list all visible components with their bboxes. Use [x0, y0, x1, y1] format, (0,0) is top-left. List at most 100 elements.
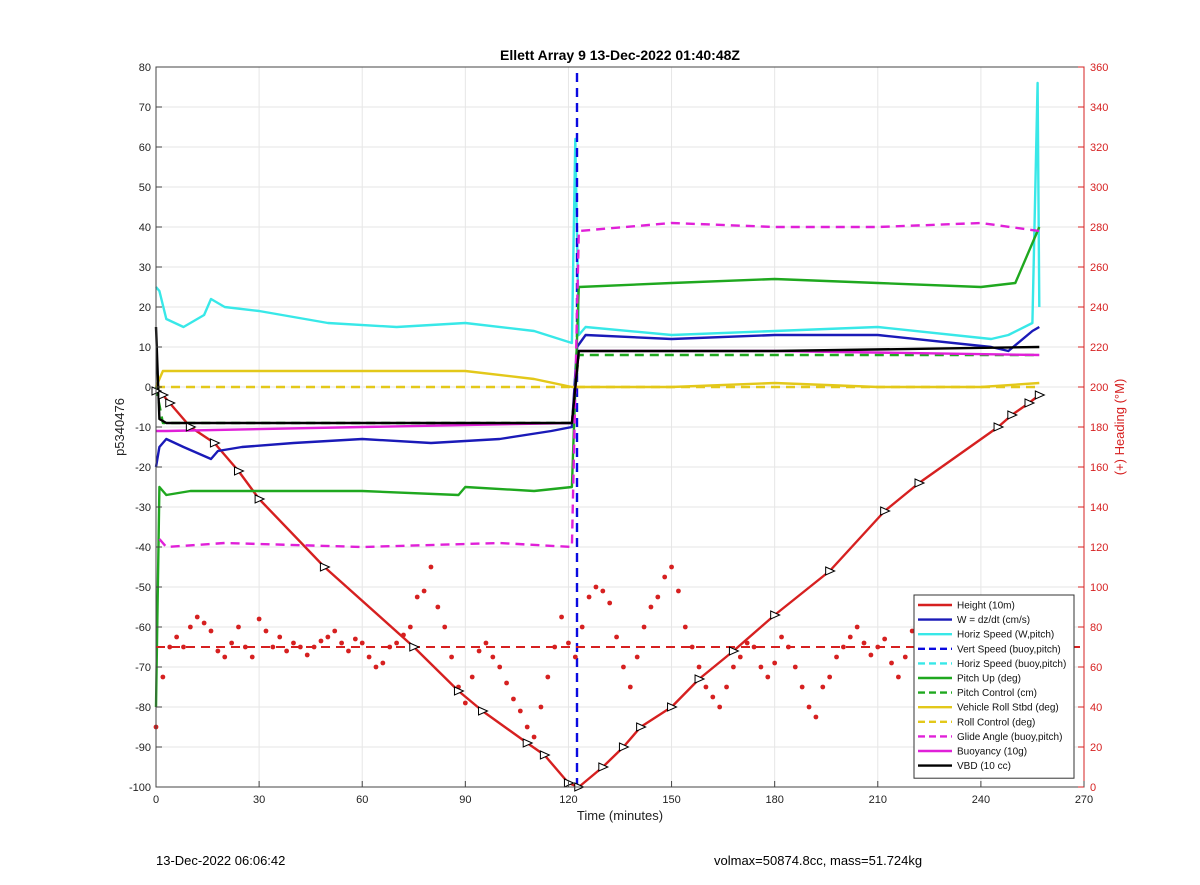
heading-point: [627, 684, 633, 690]
x-tick-label: 90: [459, 794, 471, 806]
heading-point: [813, 714, 819, 720]
height-marker: [914, 478, 926, 488]
heading-point: [841, 644, 846, 650]
y2-tick-label: 100: [1090, 582, 1108, 594]
heading-point: [387, 644, 393, 650]
heading-point: [579, 624, 585, 630]
heading-point: [414, 594, 420, 600]
heading-point: [359, 640, 365, 646]
heading-point: [902, 654, 908, 660]
heading-point: [442, 624, 448, 630]
heading-point: [229, 640, 235, 646]
heading-point: [614, 634, 619, 640]
y2-tick-label: 120: [1090, 542, 1108, 554]
series-line: [158, 221, 1040, 549]
heading-point: [634, 654, 640, 660]
heading-point: [277, 634, 283, 640]
heading-point: [868, 652, 874, 658]
heading-point: [552, 644, 558, 650]
y2-tick-label: 220: [1090, 342, 1108, 354]
height-marker: [478, 706, 489, 716]
height-marker: [770, 610, 781, 620]
series-line: [154, 226, 1041, 708]
heading-point: [208, 628, 214, 634]
series-line: [156, 349, 1040, 433]
x-tick-label: 150: [662, 794, 680, 806]
y2-tick-label: 320: [1090, 142, 1108, 154]
series-line: [155, 81, 1041, 345]
heading-point: [648, 604, 654, 610]
legend-label: W = dz/dt (cm/s): [957, 615, 1030, 626]
y2-tick-label: 340: [1090, 102, 1108, 114]
x-tick-label: 120: [559, 794, 577, 806]
x-tick-label: 30: [253, 794, 265, 806]
heading-point: [428, 564, 434, 570]
y2-tick-label: 200: [1090, 382, 1108, 394]
y2-tick-label: 240: [1090, 302, 1108, 314]
height-marker: [1007, 410, 1019, 420]
legend-label: Horiz Speed (buoy,pitch): [957, 659, 1066, 670]
heading-point: [786, 644, 791, 650]
heading-point: [751, 644, 757, 650]
heading-point: [201, 620, 207, 626]
y-tick-label: -20: [135, 462, 151, 474]
height-marker: [880, 506, 891, 516]
heading-point: [538, 704, 544, 710]
heading-point: [827, 674, 833, 680]
y-axis-label: p5340476: [112, 398, 127, 456]
y2-tick-label: 300: [1090, 182, 1108, 194]
legend-label: Glide Angle (buoy,pitch): [957, 732, 1062, 743]
heading-point: [621, 664, 626, 670]
legend-label: Roll Control (deg): [957, 717, 1035, 728]
y2-tick-label: 260: [1090, 262, 1108, 274]
heading-point: [861, 640, 867, 646]
heading-point: [284, 648, 290, 654]
x-tick-label: 210: [869, 794, 887, 806]
heading-point: [717, 704, 723, 710]
heading-point: [242, 644, 248, 650]
height-marker: [453, 686, 465, 696]
y-tick-label: 0: [145, 382, 151, 394]
height-marker: [539, 750, 551, 760]
heading-point: [270, 644, 276, 650]
heading-point: [607, 600, 613, 606]
legend-label: Pitch Up (deg): [957, 674, 1021, 685]
legend-box: [913, 594, 1075, 779]
y2-tick-label: 160: [1090, 462, 1108, 474]
y-tick-label: -80: [135, 702, 151, 714]
heading-point: [820, 684, 826, 690]
heading-point: [373, 664, 379, 670]
legend: Height (10m) W = dz/dt (cm/s) Horiz Speed …: [913, 594, 1075, 779]
y2-tick-label: 20: [1090, 742, 1102, 754]
heading-point: [806, 704, 812, 710]
heading-point: [256, 616, 262, 622]
heading-point: [236, 624, 241, 630]
y-tick-label: -90: [135, 742, 151, 754]
height-marker: [209, 438, 221, 448]
heading-point: [524, 724, 530, 730]
y-tick-label: -100: [129, 782, 151, 794]
heading-point: [792, 664, 798, 670]
heading-point: [401, 632, 406, 638]
heading-point: [421, 588, 427, 594]
y2-tick-label: 60: [1090, 662, 1102, 674]
y-tick-label: -60: [135, 622, 151, 634]
heading-point: [325, 634, 331, 640]
x-tick-label: 240: [972, 794, 990, 806]
heading-point: [710, 694, 716, 700]
heading-point: [772, 660, 778, 666]
heading-point: [758, 664, 764, 670]
heading-point: [476, 648, 482, 654]
heading-point: [167, 644, 173, 650]
y-tick-label: -40: [135, 542, 151, 554]
heading-point: [662, 574, 668, 580]
heading-point: [572, 654, 578, 660]
heading-point: [586, 594, 592, 600]
heading-point: [834, 654, 839, 660]
series-line: [154, 326, 1040, 425]
height-marker: [667, 702, 678, 712]
y2-tick-label: 180: [1090, 422, 1108, 434]
heading-point: [160, 674, 166, 680]
y2-tick-label: 360: [1090, 62, 1108, 74]
